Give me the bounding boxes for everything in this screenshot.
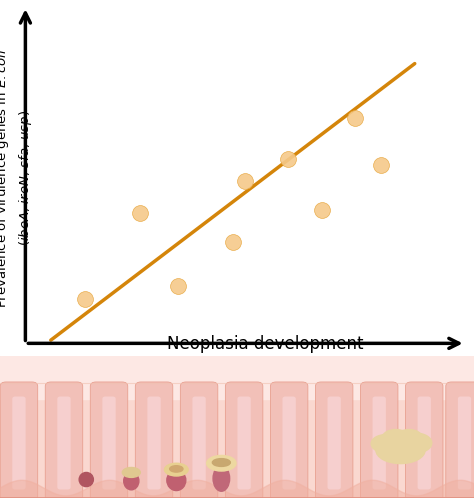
Point <box>377 161 385 169</box>
Ellipse shape <box>124 472 139 490</box>
FancyBboxPatch shape <box>136 382 173 498</box>
Point <box>136 209 144 217</box>
Ellipse shape <box>371 434 401 453</box>
FancyBboxPatch shape <box>316 382 353 498</box>
Point <box>81 295 89 303</box>
FancyBboxPatch shape <box>180 382 218 498</box>
FancyBboxPatch shape <box>237 396 251 490</box>
Point <box>174 282 182 290</box>
FancyBboxPatch shape <box>226 382 263 498</box>
FancyBboxPatch shape <box>12 396 26 490</box>
Ellipse shape <box>376 437 425 464</box>
Point <box>284 155 292 163</box>
FancyBboxPatch shape <box>418 396 431 490</box>
Ellipse shape <box>207 455 236 471</box>
Point <box>318 206 326 214</box>
FancyBboxPatch shape <box>458 396 471 490</box>
Ellipse shape <box>164 463 188 476</box>
FancyBboxPatch shape <box>0 382 38 498</box>
Ellipse shape <box>167 470 186 491</box>
Ellipse shape <box>122 468 140 478</box>
FancyBboxPatch shape <box>102 396 116 490</box>
FancyBboxPatch shape <box>328 396 341 490</box>
Point <box>352 114 359 122</box>
Ellipse shape <box>400 433 432 453</box>
FancyBboxPatch shape <box>90 382 128 498</box>
Ellipse shape <box>79 473 93 487</box>
FancyBboxPatch shape <box>57 396 71 490</box>
Text: Prevalence of virulence genes in $\it{E. coli}$
($\it{ibeA}$, $\it{iroN}$, $\it{: Prevalence of virulence genes in $\it{E.… <box>0 48 34 308</box>
FancyBboxPatch shape <box>46 382 83 498</box>
FancyBboxPatch shape <box>147 396 161 490</box>
FancyBboxPatch shape <box>360 382 398 498</box>
Point <box>229 238 237 246</box>
Ellipse shape <box>170 466 183 472</box>
Text: Neoplasia development: Neoplasia development <box>167 335 364 353</box>
Ellipse shape <box>397 429 421 444</box>
Bar <box>0 356 474 398</box>
FancyBboxPatch shape <box>270 382 308 498</box>
FancyBboxPatch shape <box>373 396 386 490</box>
FancyBboxPatch shape <box>283 396 296 490</box>
FancyBboxPatch shape <box>446 382 474 498</box>
Ellipse shape <box>383 429 409 445</box>
Ellipse shape <box>213 466 229 491</box>
Point <box>242 177 249 185</box>
FancyBboxPatch shape <box>406 382 443 498</box>
FancyBboxPatch shape <box>192 396 206 490</box>
Ellipse shape <box>212 459 230 467</box>
